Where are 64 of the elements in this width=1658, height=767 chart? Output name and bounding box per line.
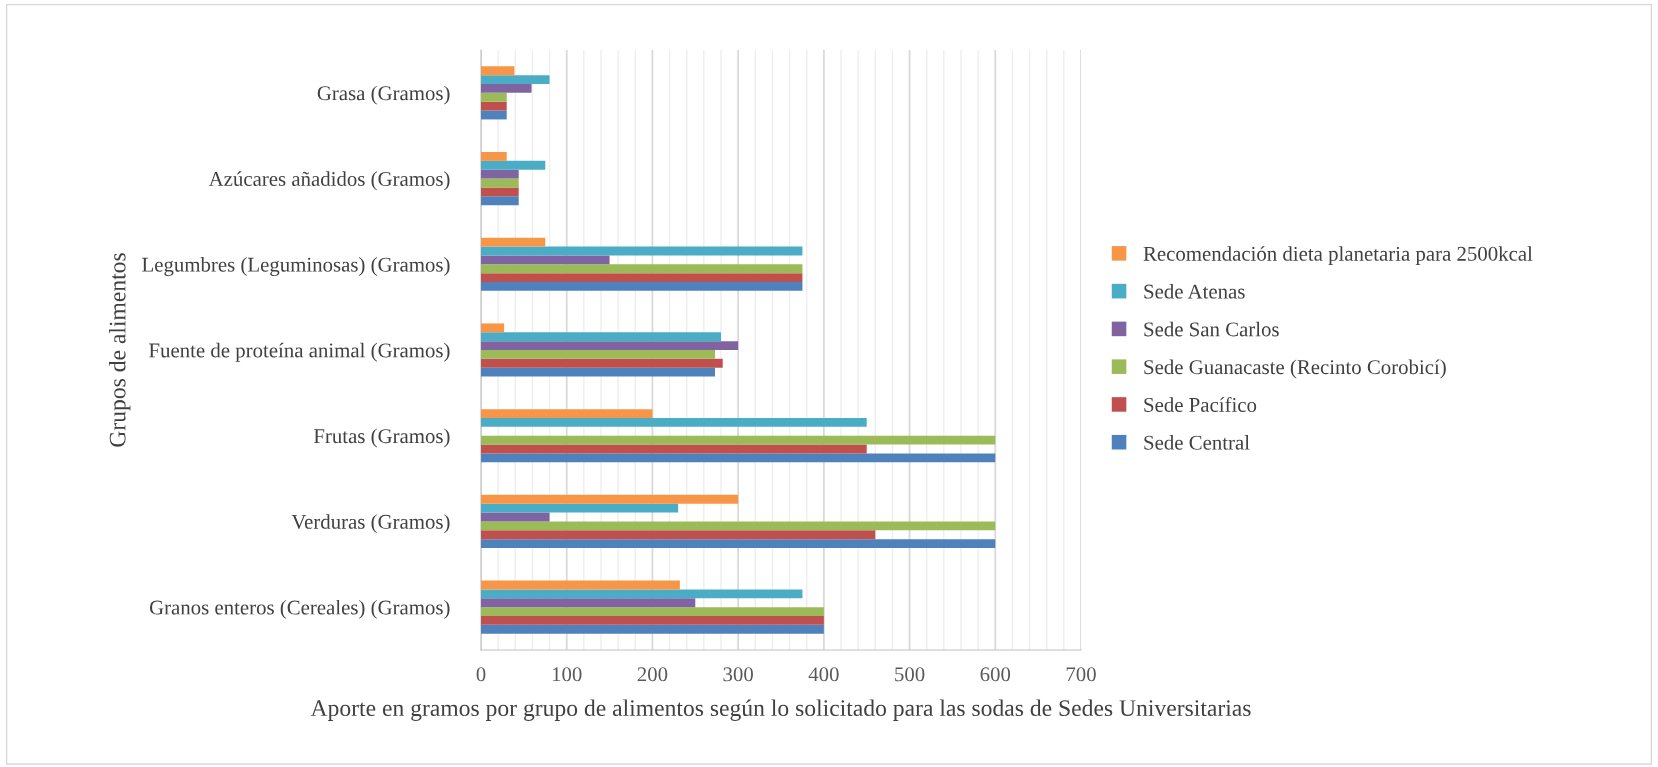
- bar: [481, 255, 610, 265]
- y-tick-label: Granos enteros (Cereales) (Gramos): [149, 599, 450, 619]
- bar: [481, 409, 653, 418]
- y-tick-label: Grasa (Gramos): [317, 85, 450, 105]
- bar: [481, 350, 715, 359]
- legend-label: Recomendación dieta planetaria para 2500kcal: [1143, 246, 1533, 266]
- y-tick-label: Legumbres (Leguminosas) (Gramos): [142, 257, 450, 277]
- bar: [481, 598, 696, 608]
- bar: [481, 264, 803, 274]
- bar: [481, 237, 546, 247]
- x-tick-label: 100: [552, 667, 582, 682]
- bar: [481, 358, 723, 368]
- x-tick-label: 600: [980, 667, 1011, 682]
- bar: [481, 494, 739, 504]
- bar: [481, 521, 996, 531]
- bar: [481, 169, 519, 179]
- bar: [481, 503, 679, 513]
- y-tick-label: Verduras (Gramos): [291, 514, 450, 534]
- bar: [481, 323, 505, 333]
- x-tick-label: 200: [637, 667, 668, 682]
- legend-label: Sede Central: [1144, 435, 1250, 450]
- x-axis-title: Aporte en gramos por grupo de alimentos según lo solicitado para las sodas de Sedes Universitarias: [310, 699, 1251, 721]
- bar: [481, 178, 519, 188]
- bar: [481, 444, 867, 454]
- legend-label: Sede Guanacaste (Recinto Corobicí): [1144, 359, 1446, 379]
- bar: [481, 84, 532, 93]
- bar: [481, 589, 803, 599]
- bar: [481, 160, 546, 170]
- bar: [481, 282, 803, 291]
- legend-label: Sede San Carlos: [1144, 321, 1279, 337]
- bar: [481, 367, 715, 377]
- y-tick-label: Frutas (Gramos): [313, 428, 450, 448]
- bar: [481, 418, 867, 427]
- bar: [481, 512, 550, 522]
- bar: [481, 152, 507, 161]
- bar: [481, 66, 515, 76]
- x-tick-label: 700: [1066, 667, 1096, 682]
- bar: [481, 530, 876, 540]
- bar: [481, 580, 680, 590]
- bar: [481, 624, 824, 634]
- bar: [481, 453, 996, 463]
- bar: [481, 616, 824, 625]
- bar: [481, 539, 996, 548]
- bar: [481, 92, 507, 102]
- legend-label: Sede Pacífico: [1144, 397, 1257, 412]
- bar: [481, 196, 519, 206]
- bar: [481, 187, 519, 197]
- bar: [481, 273, 803, 282]
- x-tick-label: 300: [723, 667, 753, 682]
- y-axis-title: Grupos de alimentos: [108, 253, 131, 447]
- bar: [481, 110, 507, 120]
- bar: [481, 435, 996, 445]
- x-tick-label: 500: [895, 667, 925, 682]
- bar: [481, 332, 721, 342]
- y-tick-label: Azúcares añadidos (Gramos): [208, 171, 450, 191]
- bar: [481, 75, 550, 84]
- legend-label: Sede Atenas: [1144, 283, 1245, 299]
- bar: [481, 246, 803, 256]
- bar: [481, 101, 507, 111]
- y-tick-label: Fuente de proteína animal (Gramos): [149, 342, 450, 362]
- x-tick-label: 400: [808, 667, 839, 682]
- bar: [481, 607, 824, 616]
- bar: [481, 341, 739, 350]
- x-tick-label: 0: [476, 667, 486, 682]
